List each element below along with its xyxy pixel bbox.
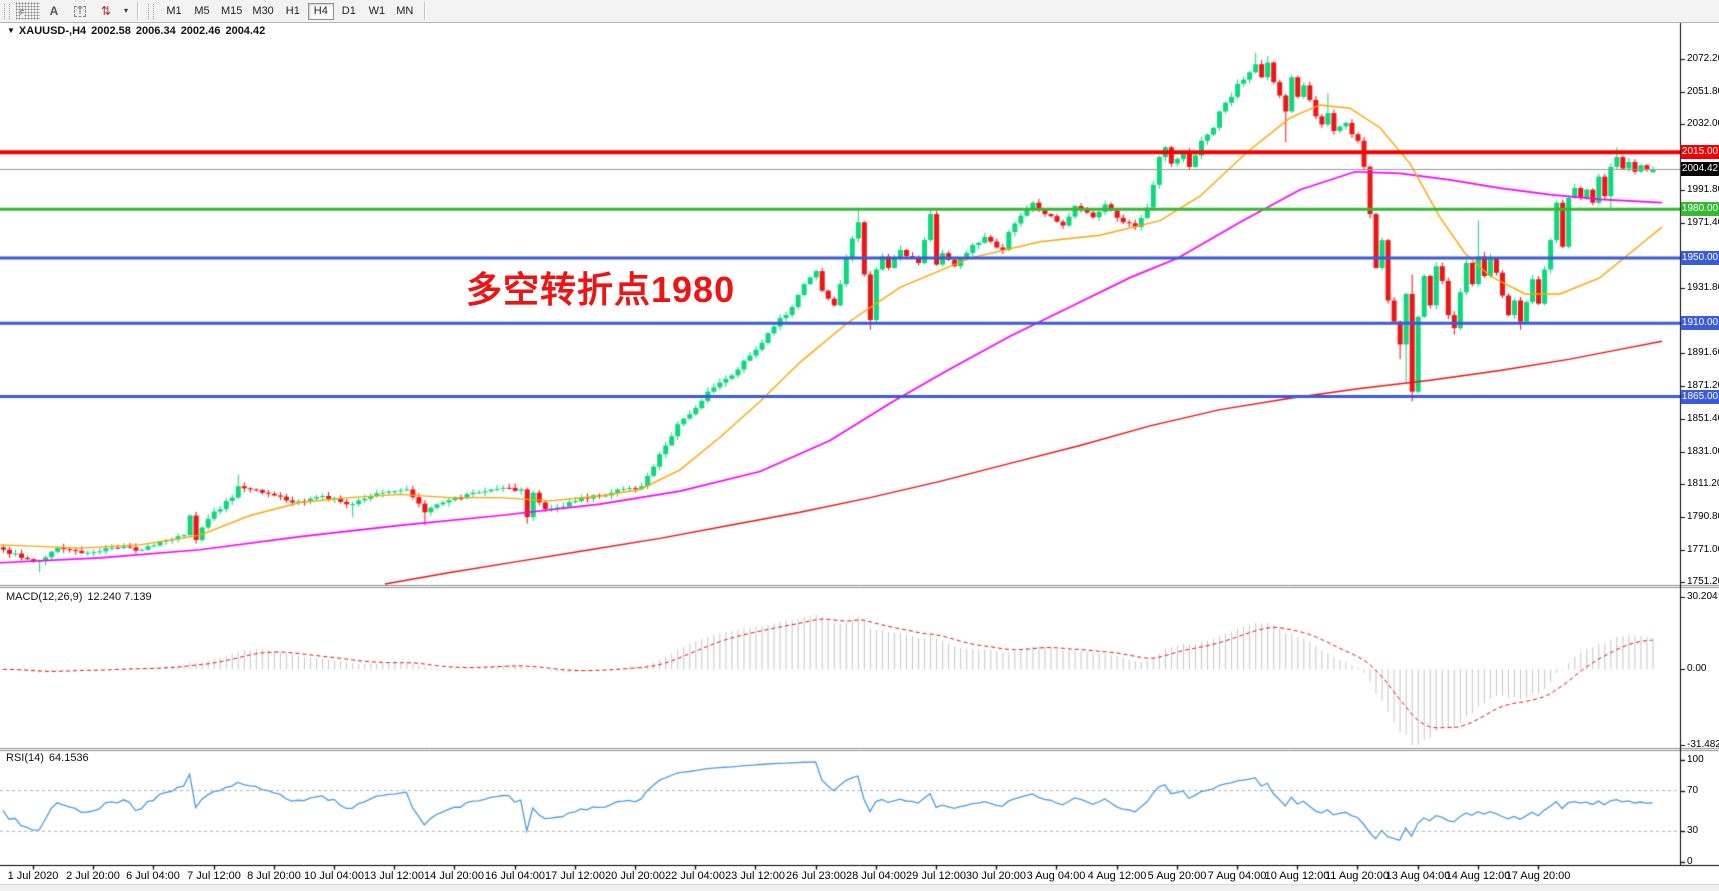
tf-button-h4[interactable]: H4 xyxy=(307,2,334,20)
toolbar-gripper-2[interactable] xyxy=(148,3,154,19)
tf-button-m1[interactable]: M1 xyxy=(161,3,187,20)
toolbar-separator-2 xyxy=(423,2,426,20)
tf-button-mn[interactable]: MN xyxy=(392,3,418,20)
tf-button-h1[interactable]: H1 xyxy=(280,3,306,20)
tf-button-m15[interactable]: M15 xyxy=(217,3,246,20)
timeframe-button-group: M1 M5 M15 M30 H1 H4 D1 W1 MN xyxy=(160,2,419,20)
dropdown-caret-icon[interactable]: ▾ xyxy=(120,2,132,20)
tf-button-w1[interactable]: W1 xyxy=(364,3,390,20)
toolbar-gripper[interactable] xyxy=(4,3,10,19)
toolbar-separator xyxy=(137,2,139,20)
grid-dots-icon[interactable]: F xyxy=(16,2,40,20)
toolbar: F A T ⇅ ▾ M1 M5 M15 M30 H1 H4 D1 W1 MN xyxy=(0,0,1719,23)
tool-button-group: F A T ⇅ ▾ xyxy=(16,2,132,20)
tf-button-m30[interactable]: M30 xyxy=(248,3,277,20)
text-label-icon[interactable]: A xyxy=(42,2,66,20)
color-swap-icon[interactable]: ⇅ xyxy=(94,2,118,20)
tf-button-m5[interactable]: M5 xyxy=(189,3,215,20)
text-box-icon[interactable]: T xyxy=(68,2,92,20)
tf-button-d1[interactable]: D1 xyxy=(336,3,362,20)
window-bottom-edge xyxy=(0,884,1719,891)
